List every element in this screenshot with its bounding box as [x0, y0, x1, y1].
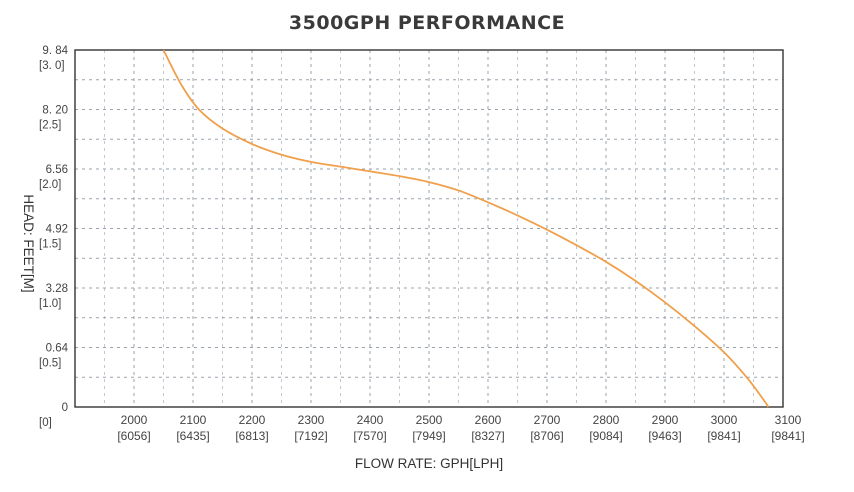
x-tick-label: 3000: [711, 413, 738, 427]
y-axis-label: HEAD: FEET[M]: [21, 194, 36, 292]
x-tick-label: 2900: [652, 413, 679, 427]
plot-frame: [74, 49, 784, 408]
x-tick-label: 2400: [357, 413, 384, 427]
y-tick-label: 3.28: [46, 283, 68, 295]
x-tick-sublabel: [8706]: [530, 429, 563, 443]
performance-curve: [162, 49, 770, 408]
x-tick-sublabel: [7570]: [353, 429, 386, 443]
x-tick-sublabel: [9841]: [771, 429, 804, 443]
x-tick-label: 2500: [416, 413, 443, 427]
y-tick-label: 0: [62, 402, 68, 414]
y-tick-sublabel: [1.5]: [39, 239, 61, 251]
x-tick-label: 3100: [775, 413, 802, 427]
y-tick-label: 4.92: [46, 224, 68, 236]
x-tick-label: 2100: [180, 413, 207, 427]
x-tick-sublabel: [9841]: [707, 429, 740, 443]
y-tick-label: 8. 20: [42, 105, 68, 117]
y-tick-label: 6.56: [46, 164, 68, 176]
x-tick-sublabel: [9463]: [648, 429, 681, 443]
y-tick-sublabel: [2.0]: [39, 179, 61, 191]
y-tick-sublabel: [2.5]: [39, 120, 61, 132]
x-tick-sublabel: [7949]: [412, 429, 445, 443]
y-tick-sublabel: [1.0]: [39, 298, 61, 310]
x-tick-label: 2700: [534, 413, 561, 427]
y-tick-label: 9. 84: [42, 45, 68, 57]
x-axis-label: FLOW RATE: GPH[LPH]: [355, 456, 503, 471]
y-tick-sublabel: [0.5]: [39, 358, 61, 370]
x-tick-sublabel: [6056]: [117, 429, 150, 443]
x-tick-label: 2600: [475, 413, 502, 427]
x-tick-label: 2200: [239, 413, 266, 427]
x-tick-sublabel: [9084]: [589, 429, 622, 443]
x-tick-label: 2000: [121, 413, 148, 427]
x-tick-label: 2800: [593, 413, 620, 427]
x-tick-sublabel: [8327]: [471, 429, 504, 443]
chart-title: 3500GPH PERFORMANCE: [288, 12, 566, 34]
y-tick-label: 0.64: [46, 343, 69, 355]
x-tick-label: 2300: [298, 413, 325, 427]
y-tick-sublabel: [0]: [39, 417, 52, 429]
x-tick-sublabel: [6813]: [235, 429, 268, 443]
x-tick-sublabel: [7192]: [294, 429, 327, 443]
y-tick-sublabel: [3. 0]: [39, 60, 65, 72]
x-tick-sublabel: [6435]: [176, 429, 209, 443]
